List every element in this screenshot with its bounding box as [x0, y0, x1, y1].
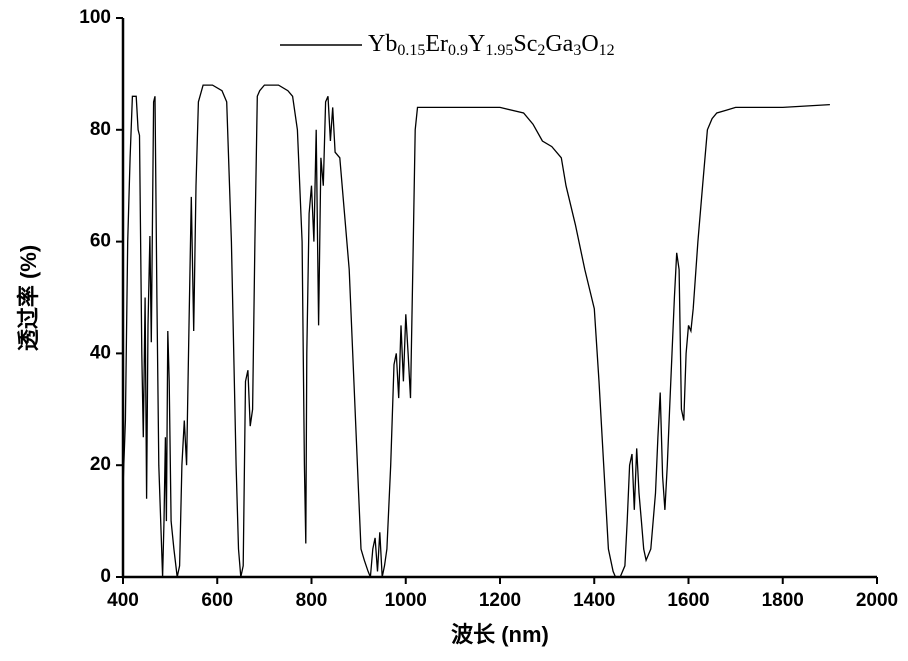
legend-subscript: 0.9 — [448, 42, 468, 59]
legend-subscript: 3 — [573, 42, 581, 59]
y-tick-label: 100 — [79, 7, 111, 28]
spectrum-line — [122, 84, 830, 578]
legend-subscript: 12 — [599, 42, 615, 59]
legend-symbol: Er — [425, 31, 448, 57]
x-tick-label: 2000 — [856, 590, 898, 611]
legend-symbol: Y — [468, 31, 485, 57]
legend-symbol: Yb — [368, 31, 397, 57]
legend-symbol: Ga — [545, 31, 573, 57]
legend-subscript: 0.15 — [397, 42, 425, 59]
legend-subscript: 1.95 — [485, 42, 513, 59]
legend-text: Yb0.15Er0.9Y1.95Sc2Ga3O12 — [368, 31, 615, 59]
y-tick-label: 20 — [90, 454, 111, 475]
x-tick-label: 1800 — [762, 590, 804, 611]
y-tick-label: 60 — [90, 231, 111, 252]
legend-subscript: 2 — [537, 42, 545, 59]
y-tick-label: 80 — [90, 119, 111, 140]
x-tick-label: 1200 — [479, 590, 521, 611]
legend-symbol: O — [581, 31, 598, 57]
x-tick-label: 400 — [107, 590, 139, 611]
x-tick-label: 1400 — [573, 590, 615, 611]
y-axis-label: 透过率 (%) — [16, 245, 41, 351]
axes — [121, 18, 877, 579]
x-tick-label: 800 — [296, 590, 328, 611]
y-tick-label: 0 — [100, 566, 111, 587]
legend-symbol: Sc — [513, 31, 537, 57]
x-tick-label: 1000 — [385, 590, 427, 611]
x-axis-label: 波长 (nm) — [451, 622, 549, 647]
x-tick-label: 1600 — [667, 590, 709, 611]
x-tick-label: 600 — [201, 590, 233, 611]
y-tick-label: 40 — [90, 342, 111, 363]
